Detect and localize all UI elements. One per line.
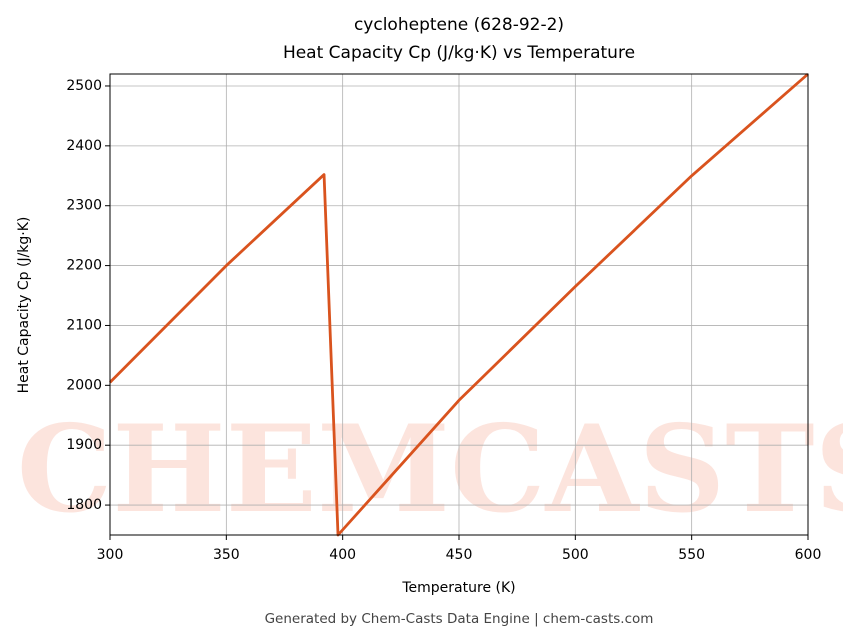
y-tick-label: 2500 [66,78,102,94]
y-tick-label: 2000 [66,377,102,393]
plot-frame [109,73,809,536]
y-tick-label: 2400 [66,138,102,154]
y-tick-label: 2100 [66,317,102,333]
data-line [109,72,809,537]
y-tick-label: 1800 [66,497,102,513]
y-axis-label: Heat Capacity Cp (J/kg·K) [16,217,32,394]
footer: Generated by Chem-Casts Data Engine | ch… [265,611,654,627]
chart-title: cycloheptene (628-92-2) [354,15,564,35]
x-tick-label: 350 [213,547,240,563]
x-axis-label: Temperature (K) [401,580,515,596]
y-tick-label: 2200 [66,258,102,274]
y-tick-label: 1900 [66,437,102,453]
chart-subtitle: Heat Capacity Cp (J/kg·K) vs Temperature [283,43,635,63]
x-tick-label: 550 [678,547,705,563]
watermark: CHEMCASTS [17,399,843,540]
x-tick-label: 600 [795,547,822,563]
x-tick-label: 400 [329,547,356,563]
x-tick-label: 450 [446,547,473,563]
x-tick-label: 500 [562,547,589,563]
x-tick-label: 300 [97,547,124,563]
y-tick-label: 2300 [66,198,102,214]
